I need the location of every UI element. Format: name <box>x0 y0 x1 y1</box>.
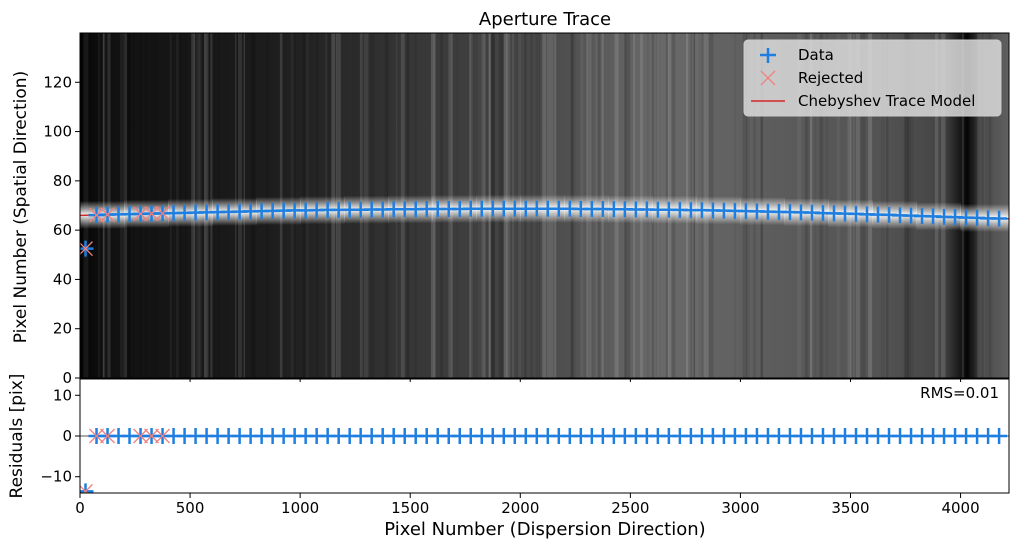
top-y-axis: 0 20 40 60 80 100 120 <box>43 73 80 387</box>
rejected-point <box>89 428 104 444</box>
y-tick-label: 40 <box>53 270 72 288</box>
legend: Data Rejected Chebyshev Trace Model <box>743 39 1002 117</box>
y-tick-label: 10 <box>53 386 72 404</box>
legend-model-label: Chebyshev Trace Model <box>798 92 975 110</box>
rejected-point <box>144 428 160 444</box>
bottom-data-marks <box>80 428 1008 493</box>
y-tick-label: −10 <box>40 468 72 486</box>
rejected-point <box>100 428 115 444</box>
rejected-point <box>89 207 104 223</box>
rejected-point <box>144 206 160 222</box>
legend-data-marker <box>760 48 776 63</box>
rejected-point <box>80 483 93 493</box>
x-tick-label: 3500 <box>831 499 869 517</box>
x-tick-label: 3000 <box>721 499 759 517</box>
rejected-point <box>133 428 148 444</box>
y-tick-label: 0 <box>62 427 72 445</box>
x-tick-label: 0 <box>75 499 85 517</box>
x-tick-label: 2500 <box>611 499 649 517</box>
rms-annotation: RMS=0.01 <box>920 384 999 402</box>
top-panel: 0 20 40 60 80 100 120 Pixel Number (Spatial Di… <box>11 32 1010 387</box>
y-tick-label: 60 <box>53 221 72 239</box>
rejected-point <box>100 207 115 223</box>
bottom-y-axis-label: Residuals [pix] <box>7 374 27 499</box>
x-tick-label: 2000 <box>501 499 539 517</box>
top-plot-frame <box>79 32 1010 379</box>
x-axis: 0 500 1000 1500 2000 2500 3000 3500 4000 <box>75 378 980 517</box>
legend-data-label: Data <box>798 46 834 64</box>
legend-rejected-label: Rejected <box>798 69 863 87</box>
chart-title: Aperture Trace <box>479 9 611 30</box>
y-tick-label: 0 <box>62 369 72 387</box>
rejected-point <box>133 206 148 222</box>
rejected-point <box>155 205 171 221</box>
bottom-y-axis: −10 0 10 <box>40 386 80 486</box>
top-y-axis-label: Pixel Number (Spatial Direction) <box>11 71 31 343</box>
x-tick-label: 1500 <box>391 499 429 517</box>
rejected-point <box>155 428 171 444</box>
x-tick-label: 500 <box>176 499 205 517</box>
top-data-marks <box>80 200 1009 257</box>
x-tick-label: 4000 <box>941 499 979 517</box>
y-tick-label: 100 <box>43 123 72 141</box>
x-tick-label: 1000 <box>281 499 319 517</box>
y-tick-label: 20 <box>53 320 72 338</box>
data-point <box>991 210 1008 227</box>
x-axis-label: Pixel Number (Dispersion Direction) <box>384 519 705 540</box>
data-point <box>991 428 1008 444</box>
y-tick-label: 80 <box>53 172 72 190</box>
legend-rejected-marker <box>760 70 776 86</box>
y-tick-label: 120 <box>43 73 72 91</box>
rejected-point <box>80 241 93 257</box>
